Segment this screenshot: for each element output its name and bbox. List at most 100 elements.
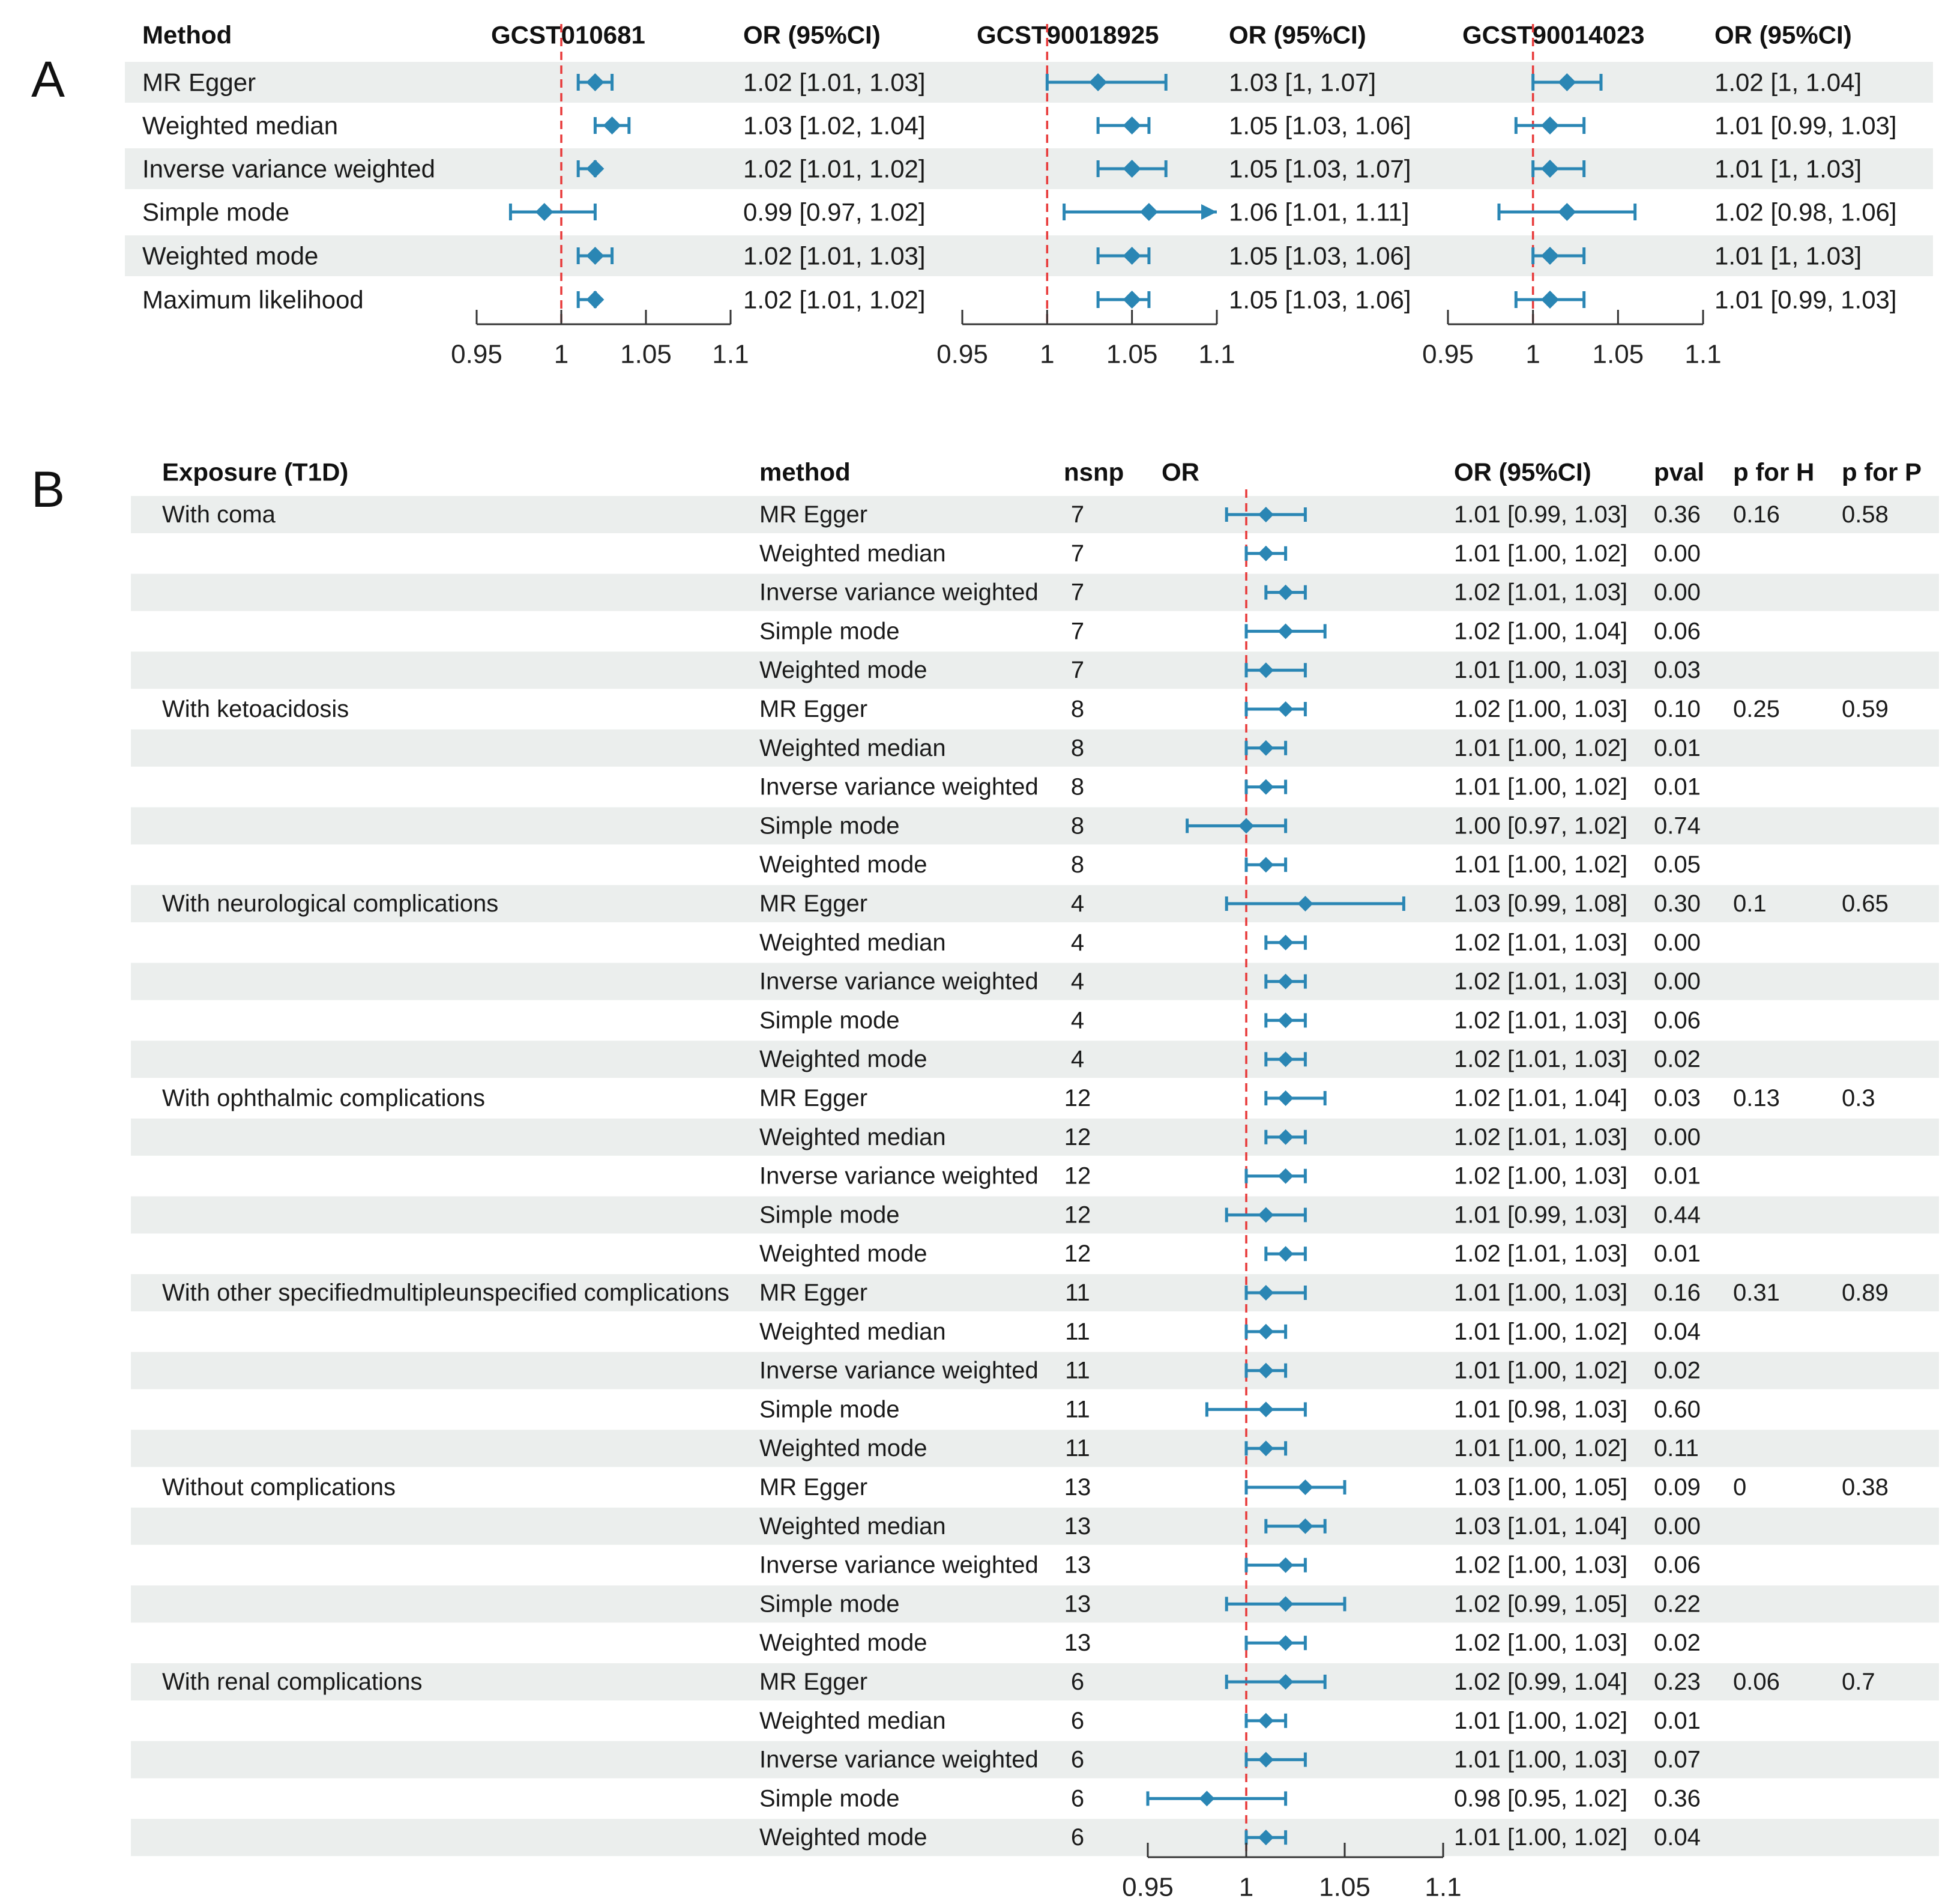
row-stripe bbox=[131, 1274, 1939, 1311]
point-estimate bbox=[1258, 740, 1274, 756]
pval-value: 0.23 bbox=[1654, 1669, 1701, 1695]
header-or-ci: OR (95%CI) bbox=[1229, 21, 1366, 49]
forest-marker bbox=[508, 203, 597, 221]
forest-marker bbox=[1264, 584, 1307, 600]
nsnp-value: 8 bbox=[1071, 851, 1084, 878]
point-estimate bbox=[1297, 896, 1313, 911]
or-ci-value: 1.02 [1.00, 1.03] bbox=[1454, 1552, 1627, 1579]
method-label: Simple mode bbox=[759, 1396, 899, 1422]
header-or-ci: OR (95%CI) bbox=[1454, 458, 1591, 486]
row-stripe bbox=[131, 807, 1939, 845]
header-method: method bbox=[759, 458, 851, 486]
method-label: Simple mode bbox=[759, 1785, 899, 1812]
tick-label: 1.1 bbox=[712, 340, 749, 369]
pval-value: 0.01 bbox=[1654, 774, 1701, 800]
pval-value: 0.22 bbox=[1654, 1591, 1701, 1617]
tick-label: 1.05 bbox=[1593, 340, 1644, 369]
point-estimate bbox=[1258, 545, 1274, 561]
pval-value: 0.06 bbox=[1654, 1007, 1701, 1033]
pval-value: 0.36 bbox=[1654, 1785, 1701, 1812]
forest-marker bbox=[1244, 1557, 1307, 1573]
nsnp-value: 7 bbox=[1071, 657, 1084, 683]
nsnp-value: 11 bbox=[1065, 1319, 1090, 1345]
forest-marker bbox=[1096, 160, 1168, 178]
forest-marker bbox=[1244, 1479, 1346, 1495]
nsnp-value: 13 bbox=[1064, 1630, 1091, 1656]
forest-marker bbox=[1264, 1129, 1307, 1145]
method-label: Simple mode bbox=[759, 618, 899, 644]
method-label: Simple mode bbox=[759, 1007, 899, 1033]
nsnp-value: 8 bbox=[1071, 774, 1084, 800]
or-ci-value: 1.01 [1.00, 1.03] bbox=[1454, 1747, 1627, 1773]
point-estimate bbox=[1258, 857, 1274, 873]
or-ci-value: 1.01 [1.00, 1.02] bbox=[1454, 735, 1627, 761]
point-estimate bbox=[1277, 973, 1294, 990]
pval-value: 0.02 bbox=[1654, 1630, 1701, 1656]
forest-marker bbox=[576, 160, 605, 178]
pval-value: 0.00 bbox=[1654, 929, 1701, 956]
forest-marker bbox=[576, 247, 614, 265]
method-label: Weighted mode bbox=[142, 242, 318, 270]
forest-marker bbox=[1244, 857, 1288, 873]
row-stripe bbox=[131, 963, 1939, 1000]
or-ci-value: 1.02 [0.99, 1.04] bbox=[1454, 1669, 1627, 1695]
forest-marker bbox=[1244, 1168, 1307, 1184]
or-ci-value: 1.01 [1, 1.03] bbox=[1714, 155, 1862, 183]
or-ci-value: 1.01 [0.99, 1.03] bbox=[1714, 286, 1897, 314]
p-h-value: 0.25 bbox=[1733, 696, 1780, 722]
point-estimate bbox=[586, 247, 605, 265]
method-label: Weighted median bbox=[759, 929, 946, 956]
or-ci-value: 0.98 [0.95, 1.02] bbox=[1454, 1785, 1627, 1812]
point-estimate bbox=[1277, 1674, 1294, 1690]
tick-label: 1 bbox=[1239, 1873, 1253, 1902]
point-estimate bbox=[1541, 291, 1559, 309]
method-label: Weighted mode bbox=[759, 1824, 927, 1851]
or-ci-value: 1.01 [0.99, 1.03] bbox=[1714, 112, 1897, 140]
forest-marker bbox=[1514, 116, 1586, 134]
nsnp-value: 4 bbox=[1071, 929, 1084, 956]
row-stripe bbox=[125, 62, 1933, 103]
or-ci-value: 1.03 [1.01, 1.04] bbox=[1454, 1513, 1627, 1540]
or-ci-value: 1.01 [1.00, 1.02] bbox=[1454, 1708, 1627, 1734]
tick-label: 1 bbox=[1040, 340, 1054, 369]
pval-value: 0.05 bbox=[1654, 851, 1701, 878]
or-ci-value: 1.02 [1.01, 1.03] bbox=[1454, 1241, 1627, 1267]
method-label: Inverse variance weighted bbox=[142, 155, 435, 183]
pval-value: 0.02 bbox=[1654, 1046, 1701, 1072]
method-label: Inverse variance weighted bbox=[759, 1552, 1039, 1579]
method-label: Weighted median bbox=[142, 112, 338, 140]
point-estimate bbox=[1258, 1751, 1274, 1768]
method-label: Weighted median bbox=[759, 1708, 946, 1734]
method-label: Weighted median bbox=[759, 540, 946, 567]
row-stripe bbox=[131, 1741, 1939, 1779]
pval-value: 0.01 bbox=[1654, 1163, 1701, 1189]
forest-marker bbox=[1244, 1440, 1288, 1457]
forest-marker bbox=[1264, 1246, 1307, 1262]
pval-value: 0.00 bbox=[1654, 969, 1701, 995]
panel-letter-b: B bbox=[31, 461, 65, 518]
ci-arrow bbox=[1201, 204, 1217, 220]
nsnp-value: 11 bbox=[1065, 1435, 1090, 1461]
method-label: Inverse variance weighted bbox=[759, 1358, 1039, 1384]
forest-marker bbox=[1264, 1090, 1327, 1106]
forest-marker bbox=[1264, 1518, 1327, 1534]
point-estimate bbox=[1089, 73, 1108, 91]
pval-value: 0.06 bbox=[1654, 618, 1701, 644]
forest-marker bbox=[1531, 73, 1603, 91]
or-ci-value: 1.01 [1.00, 1.02] bbox=[1454, 774, 1627, 800]
or-ci-value: 1.03 [1.00, 1.05] bbox=[1454, 1474, 1627, 1501]
pval-value: 0.04 bbox=[1654, 1824, 1701, 1851]
method-label: MR Egger bbox=[759, 696, 867, 722]
or-ci-value: 1.05 [1.03, 1.06] bbox=[1229, 112, 1411, 140]
nsnp-value: 11 bbox=[1065, 1280, 1090, 1306]
or-ci-value: 1.02 [1.01, 1.03] bbox=[1454, 929, 1627, 956]
x-axis: 0.95 1 1.05 1.1 bbox=[1122, 1843, 1462, 1902]
point-estimate bbox=[1139, 203, 1158, 221]
nsnp-value: 7 bbox=[1071, 540, 1084, 567]
or-ci-value: 1.01 [1.00, 1.02] bbox=[1454, 1319, 1627, 1345]
header-or-ci: OR (95%CI) bbox=[743, 21, 881, 49]
point-estimate bbox=[1258, 779, 1274, 795]
or-ci-value: 1.02 [1.01, 1.04] bbox=[1454, 1085, 1627, 1111]
point-estimate bbox=[1541, 116, 1559, 134]
p-p-value: 0.3 bbox=[1842, 1085, 1875, 1111]
